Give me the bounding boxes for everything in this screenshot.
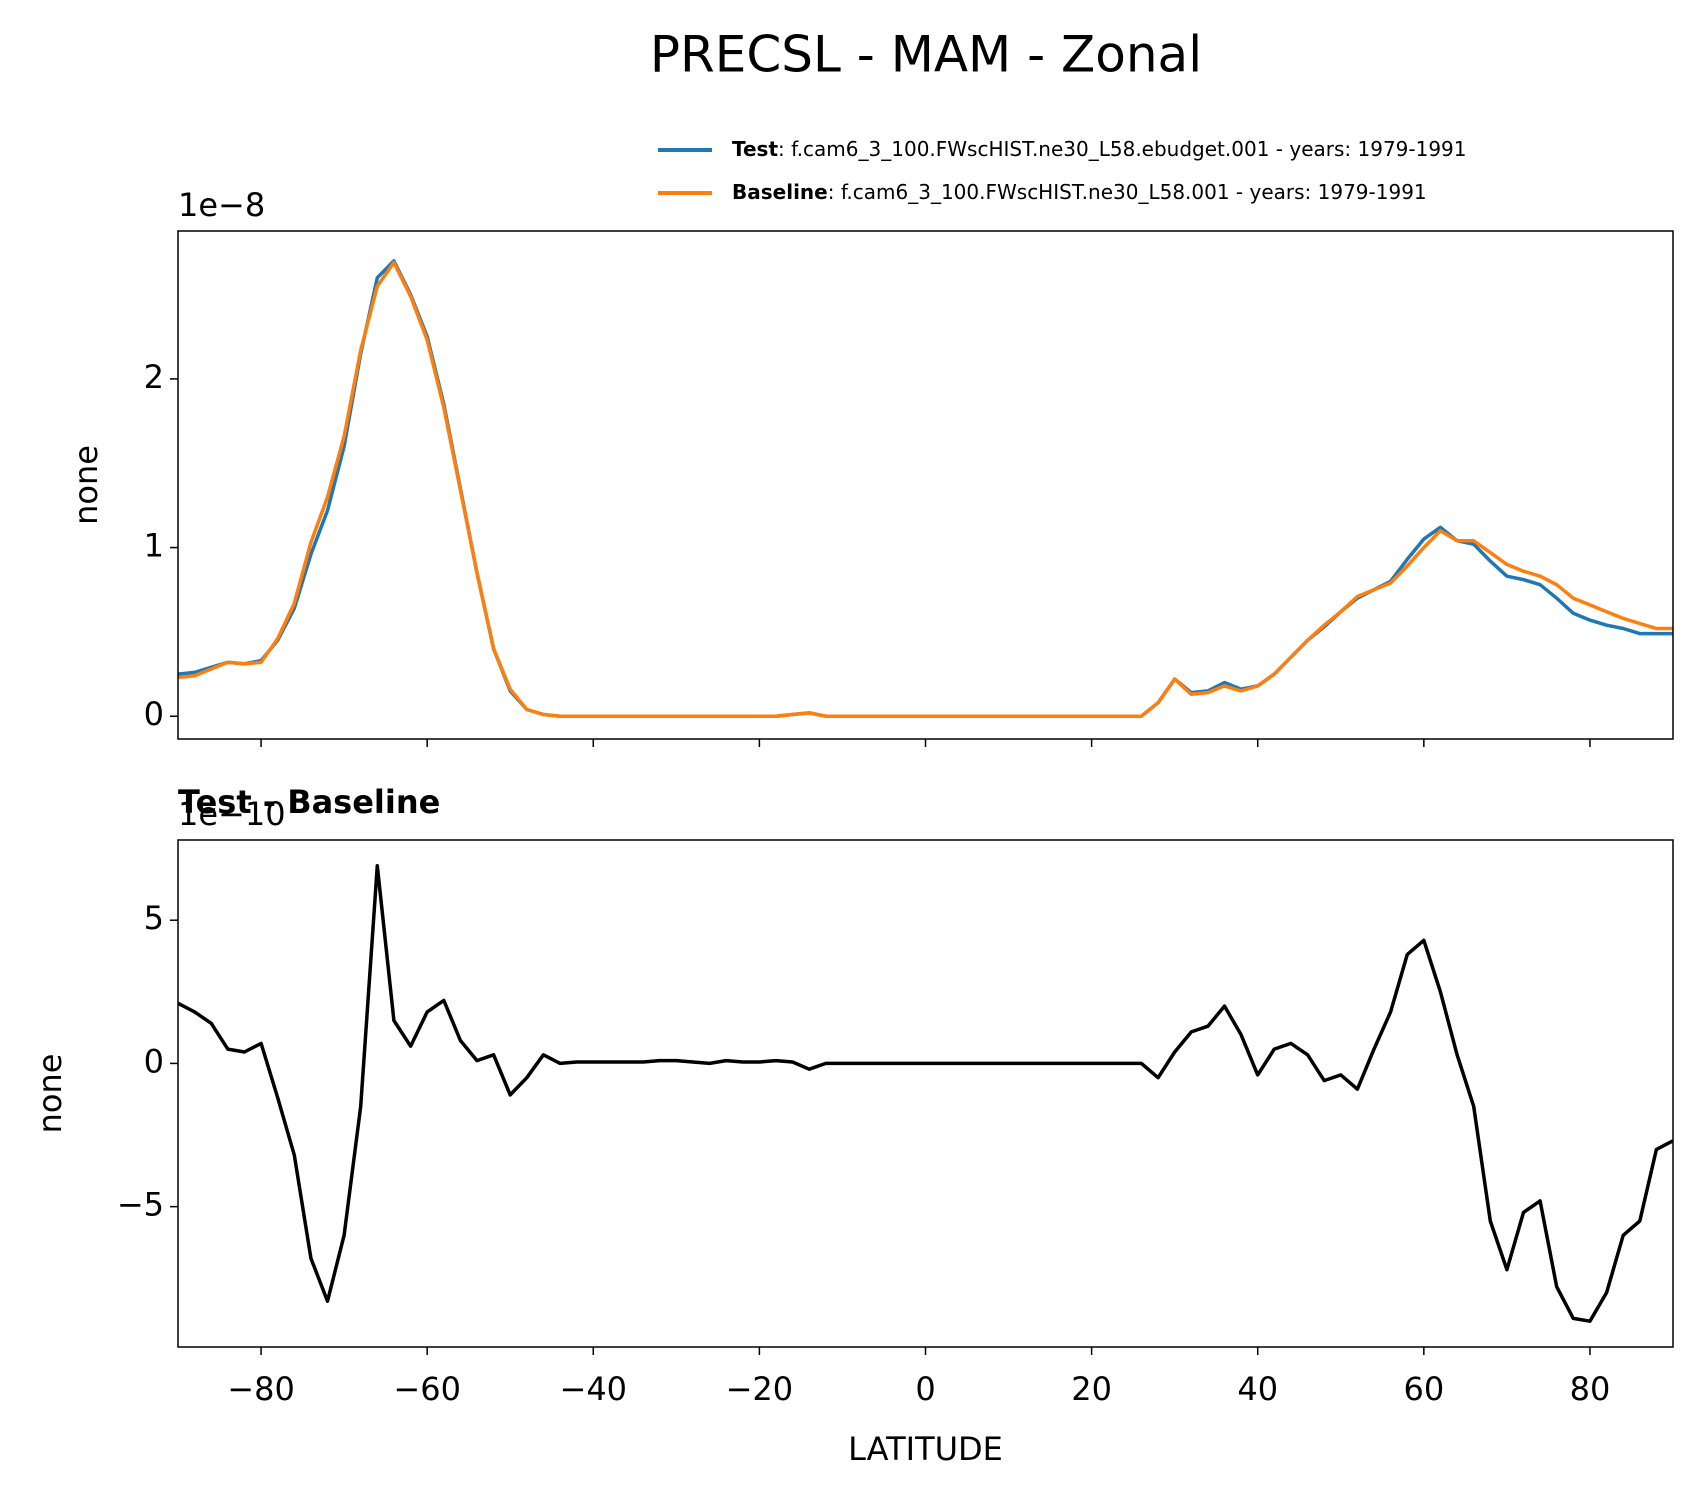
x-tick-label: −80 bbox=[227, 1370, 295, 1408]
y-axis-label: none bbox=[31, 1054, 69, 1134]
x-tick-label: 80 bbox=[1570, 1370, 1611, 1408]
legend-entry: Baseline: f.cam6_3_100.FWscHIST.ne30_L58… bbox=[732, 180, 1427, 204]
x-axis-label: LATITUDE bbox=[848, 1430, 1003, 1468]
legend-entry: Test: f.cam6_3_100.FWscHIST.ne30_L58.ebu… bbox=[732, 137, 1467, 161]
y-tick-label: 2 bbox=[144, 358, 164, 396]
x-tick-label: −40 bbox=[560, 1370, 628, 1408]
legend-detail: : f.cam6_3_100.FWscHIST.ne30_L58.ebudget… bbox=[778, 137, 1467, 161]
y-tick-label: 0 bbox=[144, 1042, 164, 1080]
y-tick-label: 0 bbox=[144, 695, 164, 733]
axes-frame bbox=[177, 839, 1674, 1348]
x-tick-label: −60 bbox=[393, 1370, 461, 1408]
offset-label: 1e−8 bbox=[178, 186, 265, 224]
y-tick-label: 5 bbox=[144, 899, 164, 937]
legend-name: Baseline bbox=[732, 180, 828, 204]
series-line bbox=[178, 260, 1673, 718]
x-tick-label: 0 bbox=[915, 1370, 935, 1408]
x-tick-label: 20 bbox=[1071, 1370, 1112, 1408]
x-tick-label: 40 bbox=[1237, 1370, 1278, 1408]
legend-name: Test bbox=[732, 137, 778, 161]
series-line bbox=[178, 864, 1673, 1323]
x-tick-label: 60 bbox=[1403, 1370, 1444, 1408]
offset-label: 1e−10 bbox=[178, 795, 286, 833]
axes-title: Test - Baseline bbox=[178, 783, 440, 821]
y-tick-label: 1 bbox=[144, 527, 164, 565]
y-tick-label: −5 bbox=[117, 1186, 164, 1224]
x-tick-label: −20 bbox=[726, 1370, 794, 1408]
y-axis-label: none bbox=[67, 445, 105, 525]
figure-title: PRECSL - MAM - Zonal bbox=[650, 26, 1202, 84]
legend-detail: : f.cam6_3_100.FWscHIST.ne30_L58.001 - y… bbox=[828, 180, 1427, 204]
axes-frame bbox=[177, 230, 1674, 740]
